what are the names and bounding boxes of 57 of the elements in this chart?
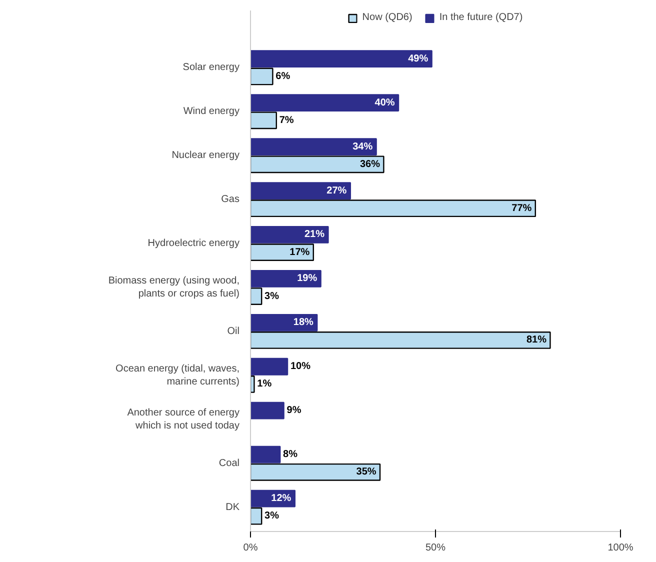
bar <box>250 156 384 174</box>
data-label: 1% <box>257 378 272 390</box>
bar <box>250 244 314 262</box>
bar <box>250 50 432 68</box>
data-label: 77% <box>512 202 532 214</box>
y-tick-label: Hydroelectric energy <box>148 238 240 250</box>
y-tick-label: Biomass energy (using wood, plants or crops as fuel) <box>108 275 240 300</box>
data-label: 6% <box>276 70 290 82</box>
bar <box>250 376 255 393</box>
y-tick-label: DK <box>226 502 240 513</box>
legend-label: In the future (QD7) <box>439 12 523 23</box>
y-tick-label: Gas <box>221 194 240 206</box>
data-label: 12% <box>271 493 292 504</box>
data-label: 49% <box>408 53 428 64</box>
x-tick-label: 0% <box>243 542 258 554</box>
data-label: 8% <box>283 449 298 460</box>
y-tick-label: Wind energy <box>183 106 240 118</box>
data-label: 3% <box>264 510 280 522</box>
data-label: 40% <box>374 97 395 108</box>
y-tick-label: Another source of energy which is not used today <box>127 407 240 432</box>
data-label: 36% <box>360 158 380 170</box>
bar <box>250 94 400 112</box>
bar <box>250 402 284 420</box>
bar <box>250 314 318 332</box>
data-label: 3% <box>264 290 280 302</box>
bar <box>250 112 277 130</box>
bar <box>250 138 377 156</box>
data-label: 34% <box>352 141 373 152</box>
data-label: 27% <box>326 185 347 196</box>
bar <box>250 200 536 218</box>
data-label: 35% <box>356 466 376 478</box>
y-tick-label: Oil <box>227 326 240 337</box>
data-label: 81% <box>526 334 547 346</box>
data-label: 19% <box>297 273 318 284</box>
bar <box>250 288 262 305</box>
bar <box>250 270 322 288</box>
y-tick-label: Solar energy <box>182 62 240 74</box>
data-label: 10% <box>290 361 311 372</box>
data-label: 9% <box>286 405 302 416</box>
bar <box>250 358 288 376</box>
y-tick-label: Coal <box>218 458 240 469</box>
data-label: 7% <box>279 114 294 126</box>
data-label: 18% <box>293 317 314 328</box>
y-tick-label: Nuclear energy <box>172 150 240 162</box>
x-tick-label: 100% <box>608 542 634 554</box>
y-tick-label: Ocean energy (tidal, waves, marine currents) <box>116 363 240 388</box>
bar <box>250 332 551 349</box>
data-label: 17% <box>290 246 310 258</box>
bar <box>250 463 381 481</box>
legend-label: Now (QD6) <box>362 12 412 23</box>
bar <box>250 507 262 525</box>
bar <box>250 68 274 86</box>
bar <box>250 446 281 464</box>
x-tick-label: 50% <box>425 542 446 554</box>
bar <box>250 182 351 200</box>
data-label: 21% <box>304 229 325 240</box>
bar <box>250 226 329 244</box>
